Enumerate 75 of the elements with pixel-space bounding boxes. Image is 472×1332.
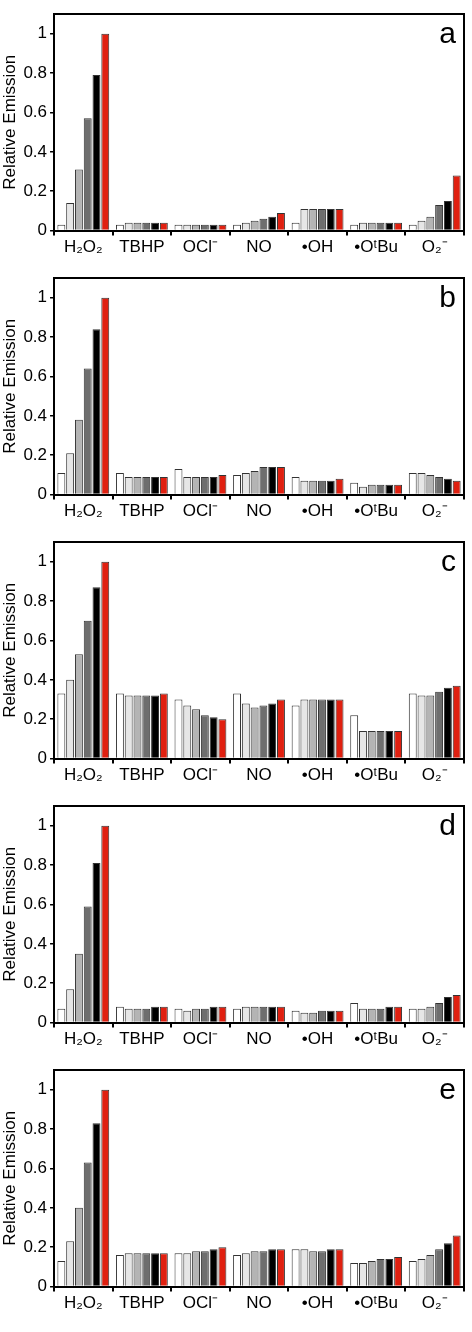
- x-tick-label: H₂O₂: [63, 1029, 103, 1049]
- x-tick-label: O₂⁻: [421, 765, 448, 785]
- x-tick-label: O₂⁻: [421, 1293, 448, 1313]
- annotation: d: [439, 808, 456, 842]
- y-tick-label: 1: [37, 23, 48, 43]
- x-tick-label: H₂O₂: [63, 765, 103, 785]
- x-tick-label: •OᵗBu: [354, 765, 399, 785]
- y-tick-label: 0.8: [23, 326, 48, 346]
- x-tick-label: TBHP: [119, 1293, 165, 1313]
- y-axis-title: Relative Emission: [0, 318, 19, 454]
- y-tick-label: 0.6: [23, 630, 48, 650]
- x-tick-label: H₂O₂: [63, 237, 103, 257]
- annotation: c: [441, 544, 456, 578]
- y-tick-label: 0.4: [23, 405, 48, 425]
- y-tick-label: 0.6: [23, 1158, 48, 1178]
- y-tick-label: 0.8: [23, 62, 48, 82]
- x-tick-label: NO: [246, 501, 272, 521]
- y-tick-label: 1: [37, 551, 48, 571]
- x-tick-label: H₂O₂: [63, 1293, 103, 1313]
- x-tick-label: •OᵗBu: [354, 237, 399, 257]
- y-tick-label: 0.2: [23, 708, 48, 728]
- x-tick-label: O₂⁻: [421, 1029, 448, 1049]
- y-tick-label: 0.6: [23, 894, 48, 914]
- x-tick-label: OCl⁻: [182, 765, 219, 785]
- annotation: e: [439, 1072, 456, 1106]
- y-tick-label: 0.2: [23, 1236, 48, 1256]
- annotation: a: [439, 16, 457, 50]
- x-tick-label: H₂O₂: [63, 501, 103, 521]
- x-tick-label: •OᵗBu: [354, 1029, 399, 1049]
- y-tick-label: 0.4: [23, 669, 48, 689]
- y-tick-label: 0: [37, 1012, 48, 1032]
- y-axis-title: Relative Emission: [0, 846, 19, 982]
- y-tick-label: 0.4: [23, 1197, 48, 1217]
- x-tick-label: TBHP: [119, 237, 165, 257]
- y-axis-title: Relative Emission: [0, 1110, 19, 1246]
- y-axis-title: Relative Emission: [0, 54, 19, 190]
- y-tick-label: 0.8: [23, 854, 48, 874]
- y-tick-label: 0.2: [23, 444, 48, 464]
- x-tick-label: •OH: [301, 237, 334, 257]
- y-tick-label: 1: [37, 815, 48, 835]
- x-tick-label: •OH: [301, 1293, 334, 1313]
- x-tick-label: NO: [246, 1293, 272, 1313]
- x-tick-label: TBHP: [119, 501, 165, 521]
- x-tick-label: OCl⁻: [182, 501, 219, 521]
- y-tick-label: 0.4: [23, 141, 48, 161]
- y-tick-label: 0.8: [23, 590, 48, 610]
- x-tick-label: O₂⁻: [421, 237, 448, 257]
- y-tick-label: 1: [37, 1079, 48, 1099]
- y-tick-label: 0.2: [23, 972, 48, 992]
- x-tick-label: •OH: [301, 765, 334, 785]
- annotation: b: [439, 280, 456, 314]
- y-tick-label: 0.4: [23, 933, 48, 953]
- x-tick-label: •OH: [301, 1029, 334, 1049]
- y-tick-label: 0.2: [23, 180, 48, 200]
- x-tick-label: •OᵗBu: [354, 501, 399, 521]
- x-tick-label: OCl⁻: [182, 1293, 219, 1313]
- y-tick-label: 0.8: [23, 1118, 48, 1138]
- x-tick-label: OCl⁻: [182, 237, 219, 257]
- y-tick-label: 0: [37, 1276, 48, 1296]
- x-tick-label: •OᵗBu: [354, 1293, 399, 1313]
- y-tick-label: 0.6: [23, 102, 48, 122]
- x-tick-label: NO: [246, 765, 272, 785]
- y-tick-label: 0: [37, 484, 48, 504]
- y-tick-label: 0.6: [23, 366, 48, 386]
- x-tick-label: NO: [246, 1029, 272, 1049]
- y-tick-label: 0: [37, 220, 48, 240]
- x-tick-label: •OH: [301, 501, 334, 521]
- y-tick-label: 0: [37, 748, 48, 768]
- x-tick-label: TBHP: [119, 1029, 165, 1049]
- y-axis-title: Relative Emission: [0, 582, 19, 718]
- x-tick-label: NO: [246, 237, 272, 257]
- x-tick-label: OCl⁻: [182, 1029, 219, 1049]
- x-tick-label: O₂⁻: [421, 501, 448, 521]
- x-tick-label: TBHP: [119, 765, 165, 785]
- y-tick-label: 1: [37, 287, 48, 307]
